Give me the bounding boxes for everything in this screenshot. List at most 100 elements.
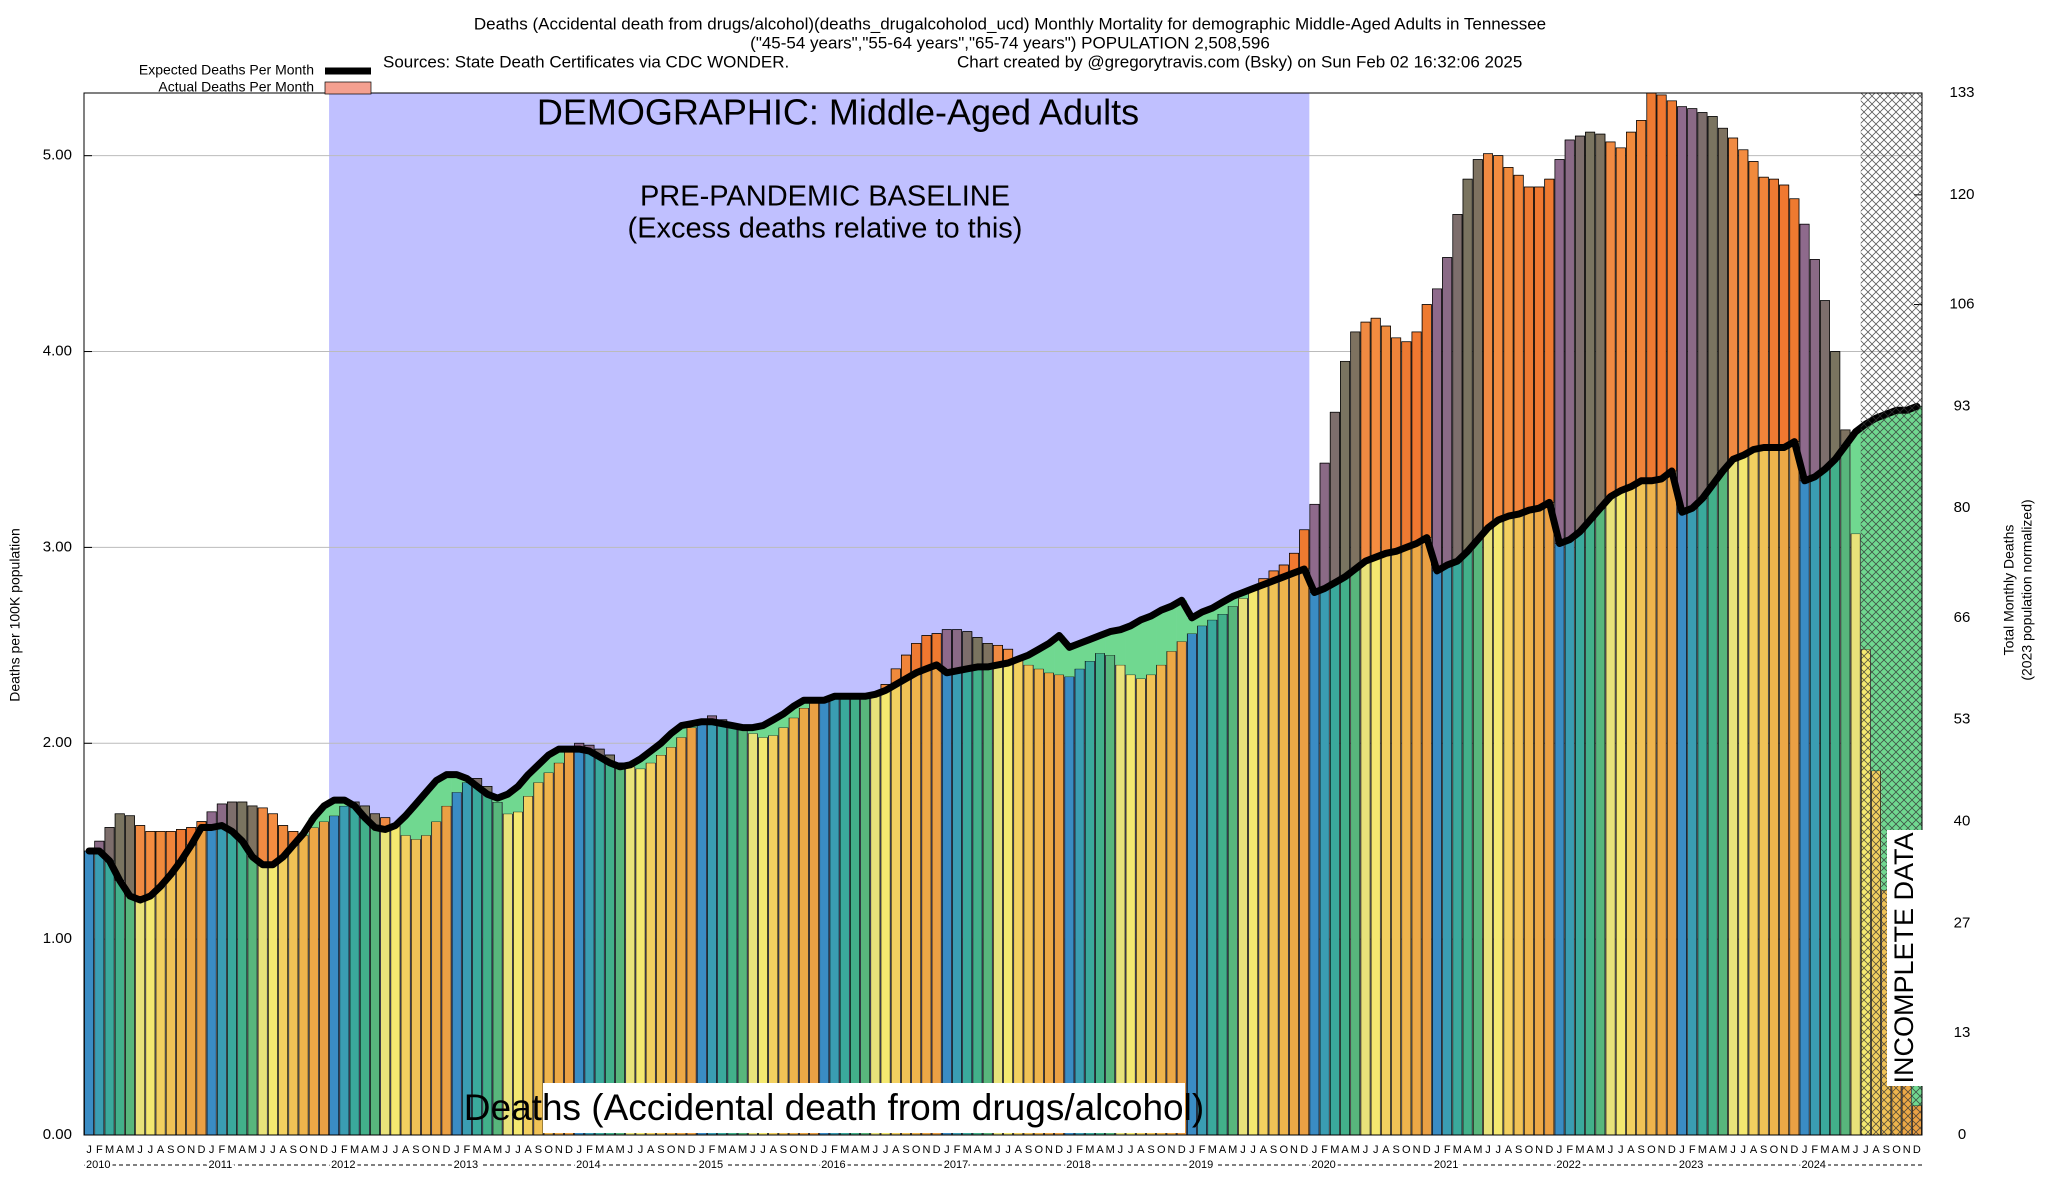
chart-title: Deaths (Accidental death from drugs/alco… — [474, 14, 1546, 33]
deficit-fill — [1054, 635, 1065, 675]
deficit-fill — [553, 749, 565, 763]
excess-bar — [1319, 462, 1330, 589]
x-tick-label: N — [432, 1144, 440, 1156]
y2-tick-label: 40 — [1954, 813, 1971, 830]
bar — [982, 643, 993, 1136]
x-tick-label: J — [382, 1144, 388, 1156]
x-tick-label: A — [239, 1144, 247, 1156]
excess-bar — [1707, 116, 1718, 486]
x-tick-label: N — [922, 1144, 930, 1156]
x-tick-label: J — [393, 1144, 399, 1156]
x-tick-label: D — [1790, 1144, 1798, 1156]
x-tick-label: M — [718, 1144, 727, 1156]
bar — [339, 805, 350, 1136]
excess-bar — [1329, 411, 1340, 584]
bar — [584, 744, 595, 1136]
x-tick-label: D — [810, 1144, 818, 1156]
y-tick-label: 0.00 — [43, 1126, 72, 1143]
x-tick-label: F — [1321, 1144, 1328, 1156]
excess-bar — [1768, 178, 1779, 448]
excess-bar — [1391, 337, 1402, 552]
deficit-fill — [1207, 608, 1218, 620]
bar — [921, 635, 932, 1136]
bar — [176, 829, 186, 1136]
bar — [625, 766, 636, 1136]
bar — [227, 801, 238, 1136]
bar — [1166, 650, 1177, 1136]
bar — [737, 727, 748, 1136]
bar — [604, 754, 615, 1136]
excess-bar — [1615, 147, 1626, 491]
deficit-fill — [757, 725, 769, 738]
y2-tick-label: 80 — [1954, 499, 1971, 516]
bar — [1074, 668, 1085, 1136]
excess-bar — [1401, 341, 1412, 548]
bar — [533, 782, 544, 1136]
excess-bar — [1299, 529, 1310, 570]
x-tick-label: O — [177, 1144, 186, 1156]
x-tick-label: J — [505, 1144, 511, 1156]
x-tick-label: M — [1718, 1144, 1727, 1156]
x-tick-label: A — [361, 1144, 369, 1156]
excess-bar — [1452, 214, 1463, 562]
excess-bar — [1370, 317, 1381, 558]
y2-tick-label: 66 — [1954, 609, 1971, 626]
x-tick-label: A — [647, 1144, 655, 1156]
bar — [1125, 674, 1136, 1136]
bar — [880, 684, 891, 1136]
bar — [962, 631, 973, 1136]
x-tick-label: A — [974, 1144, 982, 1156]
x-tick-label: M — [1473, 1144, 1482, 1156]
y2-tick-label: 120 — [1949, 186, 1974, 203]
x-tick-label: A — [1015, 1144, 1023, 1156]
x-tick-label: M — [861, 1144, 870, 1156]
x-tick-label: J — [1802, 1144, 1808, 1156]
bar — [186, 827, 197, 1136]
x-tick-label: J — [209, 1144, 215, 1156]
deficit-fill — [1023, 655, 1034, 665]
y2-tick-label: 0 — [1958, 1126, 1966, 1143]
year-label: 2021 — [1434, 1159, 1458, 1171]
x-tick-label: J — [331, 1144, 337, 1156]
bar — [1268, 570, 1279, 1136]
x-tick-label: F — [954, 1144, 961, 1156]
x-tick-label: J — [1730, 1144, 1736, 1156]
bar — [1135, 678, 1146, 1136]
bar — [349, 801, 360, 1136]
x-tick-label: S — [1883, 1144, 1890, 1156]
bar — [747, 733, 758, 1136]
year-label: 2023 — [1679, 1159, 1703, 1171]
x-tick-label: M — [1841, 1144, 1850, 1156]
year-label: 2020 — [1311, 1159, 1335, 1171]
x-tick-label: J — [148, 1144, 154, 1156]
x-tick-label: O — [1647, 1144, 1656, 1156]
bar — [84, 850, 95, 1136]
x-tick-label: A — [851, 1144, 859, 1156]
bar — [686, 727, 697, 1136]
x-tick-label: N — [800, 1144, 808, 1156]
bar — [1197, 625, 1208, 1136]
bar — [1850, 533, 1861, 1136]
bar — [676, 737, 687, 1136]
deficit-fill — [1094, 635, 1106, 654]
bar — [574, 742, 585, 1136]
bar — [819, 699, 830, 1136]
x-tick-label: S — [1392, 1144, 1399, 1156]
bar — [359, 805, 370, 1136]
x-tick-label: J — [1608, 1144, 1614, 1156]
excess-bar — [1554, 159, 1565, 544]
x-tick-label: F — [1566, 1144, 1573, 1156]
excess-bar — [1513, 174, 1524, 515]
bar — [952, 629, 963, 1136]
x-tick-label: J — [628, 1144, 634, 1156]
x-tick-label: J — [1495, 1144, 1501, 1156]
deficit-fill — [788, 706, 800, 718]
x-tick-label: M — [1698, 1144, 1707, 1156]
x-tick-label: F — [464, 1144, 471, 1156]
excess-bar — [257, 807, 268, 866]
bar — [441, 805, 452, 1136]
bar — [615, 762, 626, 1136]
x-tick-label: D — [933, 1144, 941, 1156]
x-tick-label: O — [1525, 1144, 1534, 1156]
bar — [1084, 660, 1095, 1136]
